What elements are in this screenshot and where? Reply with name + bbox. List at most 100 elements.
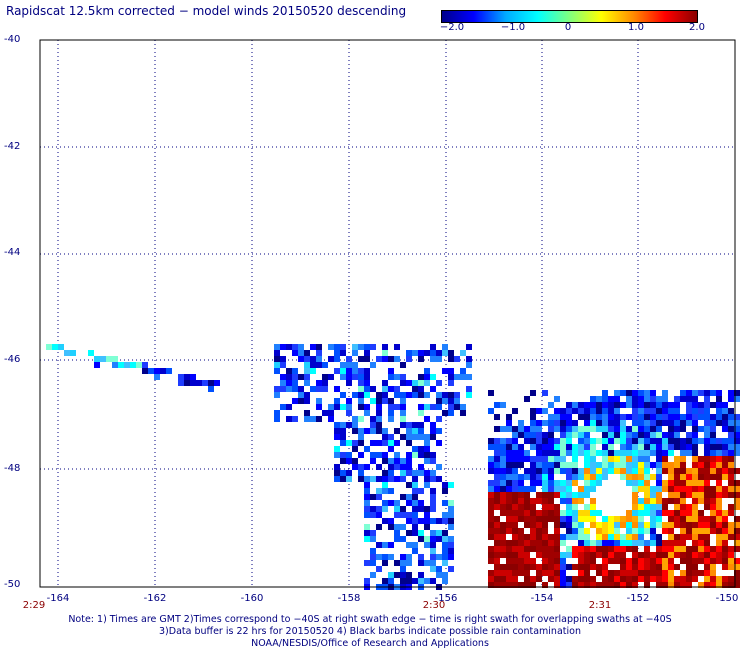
wind-cell xyxy=(488,528,494,534)
wind-cell xyxy=(358,344,364,350)
wind-cell xyxy=(548,504,554,510)
wind-cell xyxy=(554,582,560,588)
wind-cell xyxy=(370,476,376,482)
wind-cell xyxy=(710,570,716,576)
wind-cell xyxy=(614,540,620,546)
wind-cell xyxy=(500,534,506,540)
wind-cell xyxy=(400,422,406,428)
wind-cell xyxy=(274,386,280,392)
wind-cell xyxy=(566,564,572,570)
wind-cell xyxy=(632,498,638,504)
wind-cell xyxy=(442,542,448,548)
wind-cell xyxy=(590,438,596,444)
wind-cell xyxy=(286,344,292,350)
wind-cell xyxy=(686,480,692,486)
wind-cell xyxy=(572,474,578,480)
wind-cell xyxy=(442,560,448,566)
wind-cell xyxy=(322,362,328,368)
wind-cell xyxy=(728,396,734,402)
wind-cell xyxy=(364,488,370,494)
wind-cell xyxy=(524,558,530,564)
wind-cell xyxy=(280,404,286,410)
wind-cell xyxy=(46,344,52,350)
wind-cell xyxy=(626,396,632,402)
wind-cell xyxy=(530,480,536,486)
wind-cell xyxy=(590,414,596,420)
wind-cell xyxy=(596,546,602,552)
wind-cell xyxy=(716,396,722,402)
wind-cell xyxy=(518,474,524,480)
wind-cell xyxy=(716,486,722,492)
wind-cell xyxy=(578,546,584,552)
wind-cell xyxy=(566,444,572,450)
wind-cell xyxy=(370,362,376,368)
wind-cell xyxy=(644,438,650,444)
wind-cell xyxy=(560,498,566,504)
wind-cell xyxy=(698,498,704,504)
wind-cell xyxy=(692,528,698,534)
wind-cell xyxy=(722,474,728,480)
wind-cell xyxy=(274,362,280,368)
wind-cell xyxy=(430,566,436,572)
wind-cell xyxy=(578,498,584,504)
wind-cell xyxy=(614,570,620,576)
wind-cell xyxy=(542,432,548,438)
wind-cell xyxy=(500,468,506,474)
wind-cell xyxy=(560,426,566,432)
wind-cell xyxy=(506,438,512,444)
wind-cell xyxy=(292,368,298,374)
wind-cell xyxy=(488,462,494,468)
wind-cell xyxy=(406,560,412,566)
wind-cell xyxy=(316,350,322,356)
time-label: 2:30 xyxy=(422,600,446,611)
wind-cell xyxy=(536,480,542,486)
wind-cell xyxy=(524,456,530,462)
wind-cell xyxy=(704,456,710,462)
lon-label: -164 xyxy=(46,593,70,604)
wind-cell xyxy=(488,504,494,510)
wind-cell xyxy=(662,540,668,546)
wind-cell xyxy=(542,390,548,396)
wind-cell xyxy=(620,420,626,426)
wind-cell xyxy=(584,402,590,408)
wind-cell xyxy=(512,564,518,570)
wind-cell xyxy=(566,462,572,468)
wind-cell xyxy=(376,464,382,470)
wind-cell xyxy=(632,414,638,420)
wind-cell xyxy=(274,356,280,362)
wind-cell xyxy=(334,404,340,410)
wind-cell xyxy=(656,516,662,522)
wind-cell xyxy=(650,450,656,456)
wind-cell xyxy=(460,410,466,416)
wind-cell xyxy=(442,518,448,524)
time-label: 2:31 xyxy=(588,600,612,611)
wind-cell xyxy=(680,534,686,540)
wind-cell xyxy=(512,510,518,516)
wind-cell xyxy=(704,474,710,480)
wind-cell xyxy=(602,552,608,558)
wind-cell xyxy=(364,356,370,362)
wind-cell xyxy=(400,458,406,464)
wind-cell xyxy=(704,414,710,420)
wind-cell xyxy=(686,414,692,420)
wind-cell xyxy=(388,374,394,380)
wind-cell xyxy=(644,396,650,402)
wind-cell xyxy=(632,546,638,552)
wind-cell xyxy=(454,374,460,380)
wind-cell xyxy=(430,554,436,560)
wind-cell xyxy=(430,500,436,506)
wind-cell xyxy=(704,558,710,564)
wind-cell xyxy=(692,402,698,408)
wind-cell xyxy=(668,576,674,582)
wind-cell xyxy=(524,564,530,570)
wind-cell xyxy=(436,518,442,524)
wind-cell xyxy=(650,414,656,420)
wind-cell xyxy=(424,446,430,452)
wind-cell xyxy=(436,530,442,536)
wind-cell xyxy=(572,516,578,522)
wind-cell xyxy=(578,432,584,438)
wind-cell xyxy=(626,402,632,408)
wind-cell xyxy=(722,522,728,528)
wind-cell xyxy=(596,468,602,474)
